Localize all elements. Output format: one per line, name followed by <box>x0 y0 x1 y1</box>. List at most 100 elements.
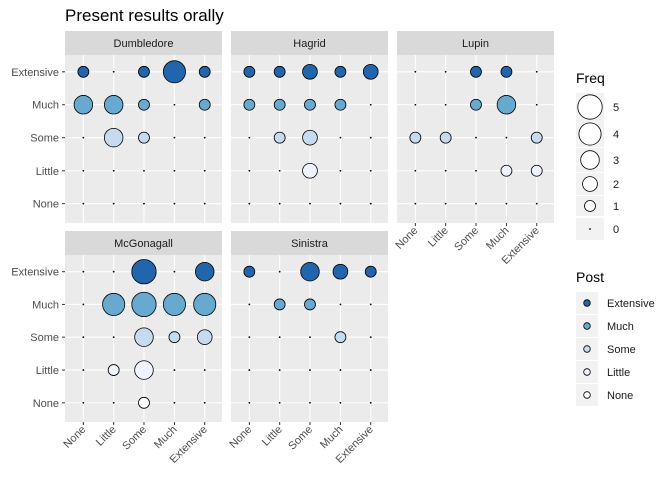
x-tick-label: Little <box>260 424 285 449</box>
point-lupin-little-some <box>439 131 452 144</box>
point-hagrid-much-none <box>339 202 342 205</box>
point-lupin-little-little <box>444 169 447 172</box>
point-lupin-some-none <box>475 202 477 205</box>
point-dumbledore-little-much <box>103 95 124 115</box>
point-mcgonagall-none-extensive <box>82 270 85 273</box>
point-mcgonagall-none-none <box>82 401 85 404</box>
point-dumbledore-some-much <box>138 98 150 111</box>
point-sinistra-extensive-little <box>369 369 372 371</box>
facet-strip-label: Sinistra <box>291 238 329 250</box>
point-sinistra-extensive-none <box>369 401 372 404</box>
point-mcgonagall-some-extensive <box>131 259 157 285</box>
point-sinistra-much-much <box>339 303 342 306</box>
point-hagrid-some-some <box>302 129 318 146</box>
y-tick-label: Extensive <box>11 267 59 279</box>
point-dumbledore-none-little <box>82 169 85 172</box>
point-hagrid-some-much <box>304 98 316 111</box>
point-mcgonagall-extensive-much <box>193 292 217 316</box>
point-hagrid-none-extensive <box>243 65 256 78</box>
point-mcgonagall-little-much <box>102 292 126 316</box>
legend-freq-title: Freq <box>576 70 605 86</box>
point-sinistra-none-little <box>248 369 251 371</box>
y-tick-label: Extensive <box>11 67 59 79</box>
point-dumbledore-much-some <box>173 136 176 139</box>
facet-mcgonagall: McGonagallNoneLittleSomeMuchExtensiveNon… <box>11 231 222 466</box>
point-hagrid-little-extensive <box>273 65 286 78</box>
point-sinistra-little-little <box>278 369 281 371</box>
legend-freq-label: 5 <box>613 102 619 114</box>
chart-title: Present results orally <box>65 6 224 25</box>
facet-strip-label: Dumbledore <box>114 38 174 50</box>
point-mcgonagall-little-some <box>112 336 115 339</box>
legend-post-title: Post <box>576 269 604 285</box>
point-dumbledore-little-extensive <box>112 70 115 73</box>
x-tick-label: Some <box>120 424 149 453</box>
point-lupin-some-little <box>475 169 477 172</box>
point-lupin-extensive-much <box>535 103 538 106</box>
point-sinistra-extensive-some <box>369 336 372 339</box>
legend-post-key-some <box>583 345 591 353</box>
point-lupin-little-none <box>444 202 447 205</box>
legend-freq-label: 2 <box>613 179 619 191</box>
y-tick-label: Little <box>36 166 59 178</box>
point-mcgonagall-none-much <box>82 303 85 306</box>
point-dumbledore-extensive-some <box>203 136 206 139</box>
y-tick-label: Some <box>30 332 59 344</box>
legend-post-key-much <box>583 322 591 330</box>
point-lupin-extensive-some <box>530 131 543 144</box>
point-mcgonagall-little-none <box>112 401 115 404</box>
legend-freq-label: 0 <box>613 224 619 236</box>
point-dumbledore-none-much <box>73 95 94 115</box>
facet-strip <box>231 231 388 255</box>
point-hagrid-little-some <box>273 131 286 144</box>
facet-hagrid: Hagrid <box>231 31 388 223</box>
legend-freq-key <box>584 200 596 212</box>
point-dumbledore-much-much <box>173 103 176 106</box>
point-mcgonagall-much-little <box>173 369 176 371</box>
legend-freq-key <box>589 228 591 230</box>
point-lupin-little-extensive <box>444 70 447 73</box>
facet-strip-label: Hagrid <box>293 38 325 50</box>
point-dumbledore-some-some <box>138 131 150 144</box>
legend-freq-key <box>577 94 603 120</box>
legend-freq-key <box>580 150 600 170</box>
x-tick-label: Much <box>484 225 512 253</box>
point-lupin-extensive-extensive <box>535 70 538 73</box>
point-mcgonagall-little-little <box>107 364 120 376</box>
point-lupin-extensive-none <box>535 202 538 205</box>
point-mcgonagall-much-extensive <box>173 270 176 273</box>
legend-post-key-none <box>583 391 591 399</box>
point-sinistra-some-much <box>304 298 316 311</box>
legend-freq-key <box>578 122 602 146</box>
point-lupin-none-none <box>414 202 417 205</box>
point-dumbledore-extensive-extensive <box>198 65 211 78</box>
point-sinistra-little-some <box>278 336 281 339</box>
point-dumbledore-little-little <box>112 169 115 172</box>
point-sinistra-none-much <box>248 303 251 306</box>
facet-strip <box>65 31 222 55</box>
legend-freq-label: 4 <box>613 129 619 141</box>
point-lupin-much-extensive <box>500 65 513 78</box>
point-sinistra-some-little <box>309 369 311 371</box>
x-tick-label: Much <box>318 424 346 452</box>
facet-strip <box>397 31 554 55</box>
point-lupin-some-much <box>470 98 482 111</box>
point-dumbledore-some-little <box>143 169 145 172</box>
point-lupin-much-little <box>500 164 513 177</box>
point-mcgonagall-some-none <box>138 396 150 409</box>
point-mcgonagall-none-little <box>82 369 85 371</box>
point-sinistra-some-none <box>309 401 311 404</box>
point-lupin-much-none <box>505 202 508 205</box>
point-lupin-none-extensive <box>414 70 417 73</box>
point-hagrid-much-much <box>334 98 347 111</box>
point-sinistra-much-some <box>334 331 347 344</box>
legend-post-key-extensive <box>583 299 591 307</box>
x-tick-label: Little <box>426 225 451 250</box>
point-sinistra-extensive-extensive <box>364 265 377 278</box>
point-mcgonagall-some-some <box>134 327 154 347</box>
point-hagrid-none-none <box>248 202 251 205</box>
point-sinistra-extensive-much <box>369 303 372 306</box>
y-tick-label: None <box>33 199 59 211</box>
